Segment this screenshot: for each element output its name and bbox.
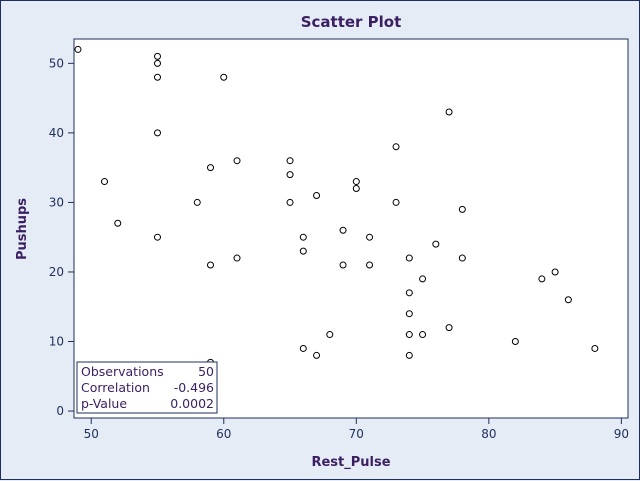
data-point bbox=[432, 240, 440, 248]
stats-box: Observations 50 Correlation -0.496 p-Val… bbox=[76, 361, 218, 414]
data-point bbox=[207, 164, 215, 172]
data-point bbox=[458, 254, 466, 262]
stat-label-observations: Observations bbox=[81, 364, 164, 379]
stats-box-border bbox=[76, 361, 218, 414]
data-point bbox=[207, 261, 215, 269]
y-tick-label: 30 bbox=[49, 195, 64, 209]
y-axis-label: Pushups bbox=[15, 198, 30, 260]
data-point bbox=[511, 338, 519, 346]
data-point bbox=[220, 73, 228, 81]
data-point bbox=[392, 143, 400, 151]
x-tick-label: 90 bbox=[614, 427, 629, 441]
x-axis: 50 60 70 80 90 bbox=[84, 418, 629, 441]
data-point bbox=[153, 233, 161, 241]
y-axis: 0 10 20 30 40 50 bbox=[49, 56, 74, 418]
data-point bbox=[591, 344, 599, 352]
data-point bbox=[551, 268, 559, 276]
data-point bbox=[313, 351, 321, 359]
stat-value-observations: 50 bbox=[198, 364, 214, 379]
data-point bbox=[153, 73, 161, 81]
data-point bbox=[339, 261, 347, 269]
data-point bbox=[193, 198, 201, 206]
data-point bbox=[352, 185, 360, 193]
data-point bbox=[339, 226, 347, 234]
data-point bbox=[299, 247, 307, 255]
data-point bbox=[405, 310, 413, 318]
data-point bbox=[313, 191, 321, 199]
data-point bbox=[153, 52, 161, 60]
data-point bbox=[299, 233, 307, 241]
data-point bbox=[405, 351, 413, 359]
stat-value-p-value: 0.0002 bbox=[170, 396, 214, 411]
data-point bbox=[286, 171, 294, 179]
data-point bbox=[392, 198, 400, 206]
data-point bbox=[286, 198, 294, 206]
data-point bbox=[564, 296, 572, 304]
x-tick-label: 80 bbox=[481, 427, 496, 441]
y-tick-label: 40 bbox=[49, 126, 64, 140]
chart-title: Scatter Plot bbox=[301, 13, 402, 31]
data-point bbox=[352, 178, 360, 186]
y-tick-label: 10 bbox=[49, 335, 64, 349]
data-point bbox=[153, 129, 161, 137]
data-point bbox=[405, 289, 413, 297]
y-tick-label: 0 bbox=[56, 404, 64, 418]
data-point bbox=[326, 331, 334, 339]
data-point bbox=[299, 344, 307, 352]
data-point bbox=[366, 261, 374, 269]
data-point bbox=[100, 178, 108, 186]
x-axis-label: Rest_Pulse bbox=[311, 455, 390, 470]
x-tick-label: 70 bbox=[349, 427, 364, 441]
data-point bbox=[366, 233, 374, 241]
data-point bbox=[458, 205, 466, 213]
stat-label-p-value: p-Value bbox=[81, 396, 127, 411]
data-point bbox=[445, 324, 453, 332]
data-point bbox=[405, 254, 413, 262]
y-tick-label: 50 bbox=[49, 56, 64, 70]
data-point bbox=[153, 59, 161, 67]
y-tick-label: 20 bbox=[49, 265, 64, 279]
plot-area bbox=[73, 38, 629, 419]
data-points bbox=[74, 45, 599, 408]
x-tick-label: 60 bbox=[216, 427, 231, 441]
data-point bbox=[233, 157, 241, 165]
x-tick-label: 50 bbox=[84, 427, 99, 441]
data-point bbox=[114, 219, 122, 227]
data-point bbox=[74, 45, 82, 53]
data-point bbox=[445, 108, 453, 116]
data-point bbox=[419, 275, 427, 283]
stat-label-correlation: Correlation bbox=[81, 380, 150, 395]
data-point bbox=[538, 275, 546, 283]
data-point bbox=[286, 157, 294, 165]
data-point bbox=[419, 331, 427, 339]
data-point bbox=[405, 331, 413, 339]
data-point bbox=[233, 254, 241, 262]
stat-value-correlation: -0.496 bbox=[174, 380, 214, 395]
